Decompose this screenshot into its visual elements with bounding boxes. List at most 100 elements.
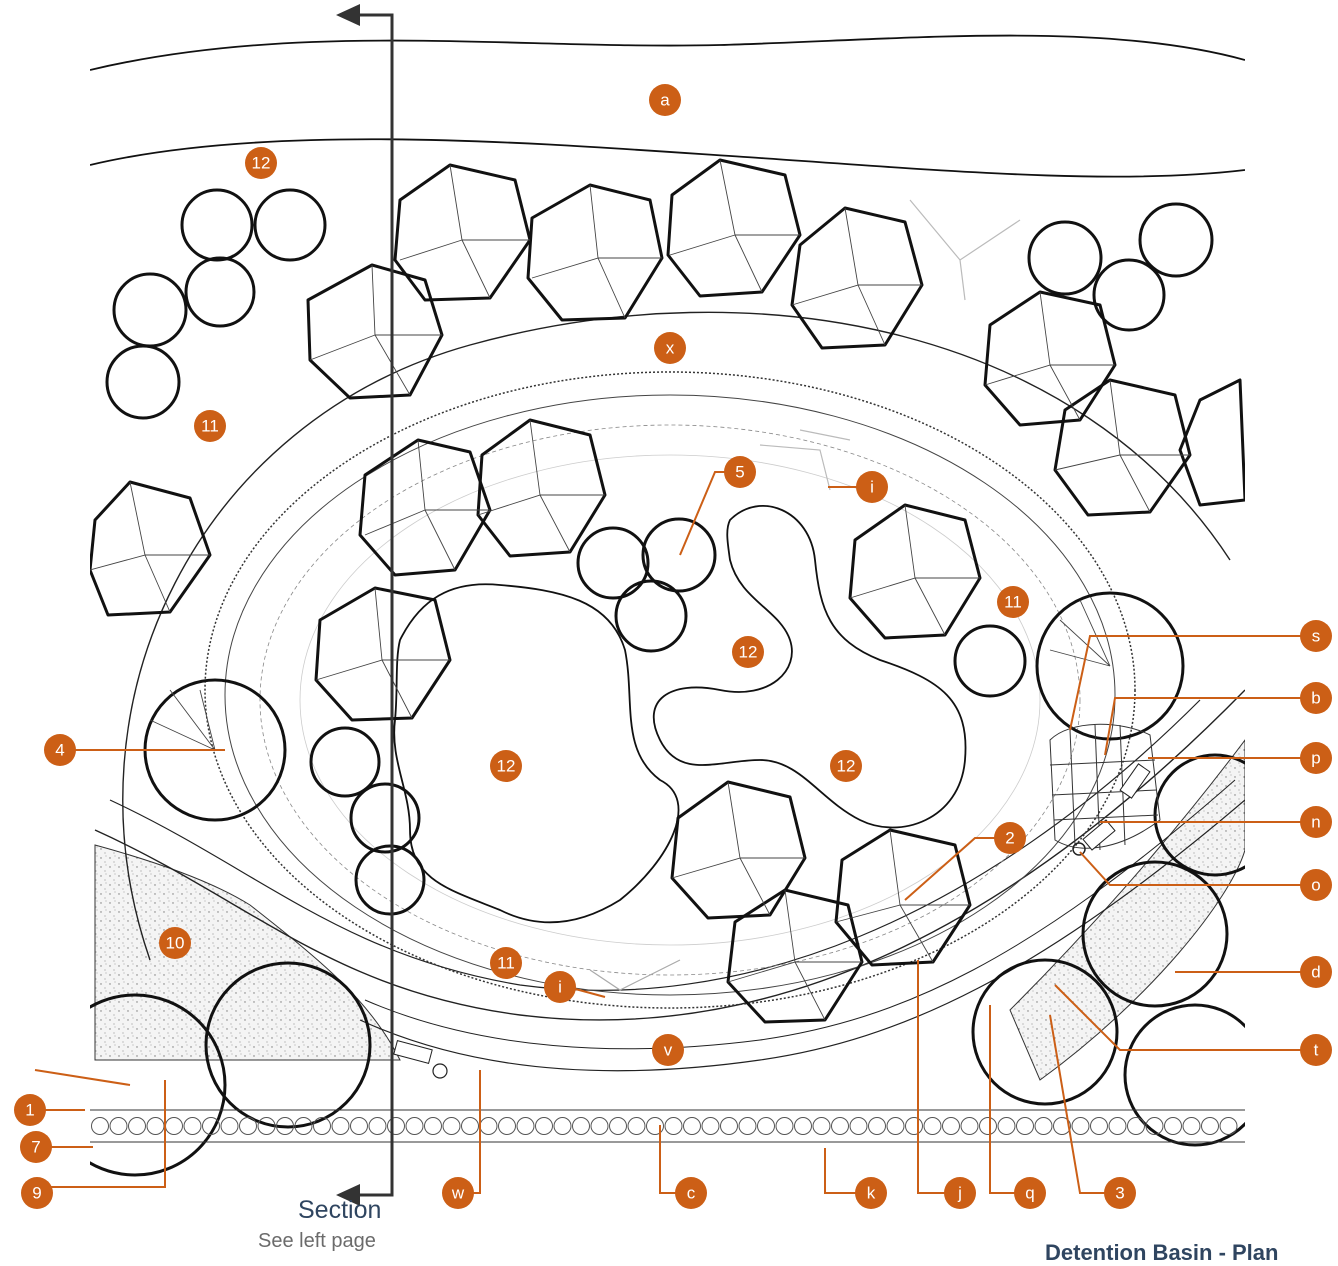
- bollard: [202, 1117, 220, 1135]
- small-tree: [1138, 202, 1214, 278]
- bollard: [923, 1117, 942, 1135]
- polygon-tree: [358, 438, 492, 577]
- bollard: [368, 1117, 387, 1135]
- bollard: [294, 1117, 313, 1135]
- bollard: [128, 1117, 146, 1135]
- bollard: [331, 1117, 350, 1135]
- polygon-tree: [790, 206, 924, 350]
- small-tree: [576, 526, 650, 600]
- callout-7-label: 7: [31, 1138, 40, 1157]
- bollard: [738, 1117, 757, 1135]
- callout-3-label: 3: [1115, 1184, 1124, 1203]
- polygon-tree: [306, 263, 444, 400]
- bollard: [1145, 1117, 1164, 1135]
- callout-markers: [14, 84, 1332, 1209]
- polygon-tree-group: [90, 158, 1245, 1024]
- bioretention-blob-right: [653, 505, 967, 829]
- callout-s: [1300, 620, 1332, 652]
- creek-top-edge: [90, 34, 1245, 71]
- polygon-tree: [393, 163, 532, 302]
- polygon-tree: [834, 828, 972, 967]
- callout-i-top: [856, 471, 888, 503]
- bench: [393, 1039, 433, 1065]
- bollard: [942, 1117, 960, 1135]
- callout-d-label: d: [1311, 963, 1320, 982]
- callout-a: [649, 84, 681, 116]
- bollard: [183, 1117, 202, 1135]
- bollard: [886, 1117, 905, 1135]
- section-title: Section: [298, 1196, 382, 1224]
- bollard: [91, 1117, 109, 1135]
- canopy-tree: [1081, 860, 1229, 1008]
- bollard: [1201, 1117, 1219, 1135]
- bollard: [1034, 1117, 1053, 1135]
- callout-12-top: [245, 147, 277, 179]
- bollard: [553, 1117, 572, 1135]
- callout-o-label: o: [1311, 876, 1320, 895]
- bollard-row: [90, 1109, 1245, 1143]
- callout-q: [1014, 1177, 1046, 1209]
- lower-walk-outer: [94, 689, 1245, 1021]
- callout-10-label: 10: [166, 934, 185, 953]
- callout-p: [1300, 742, 1332, 774]
- bollard: [979, 1117, 997, 1135]
- bollard: [424, 1117, 442, 1135]
- callout-a-label: a: [660, 91, 670, 110]
- callout-12-center: [732, 636, 764, 668]
- callout-d: [1300, 956, 1332, 988]
- callout-4: [44, 734, 76, 766]
- small-tree: [112, 272, 188, 348]
- bollard: [405, 1117, 424, 1135]
- callout-7: [20, 1131, 52, 1163]
- bollard: [516, 1117, 535, 1135]
- polygon-tree: [476, 418, 607, 558]
- bollard: [1108, 1117, 1127, 1135]
- callout-k: [855, 1177, 887, 1209]
- section-arrow-top: [336, 4, 360, 26]
- outer-path-arc: [122, 311, 1231, 961]
- callout-k-label: k: [867, 1184, 876, 1203]
- swale-channel-upper-right: [909, 199, 1021, 301]
- callout-11-left-label: 11: [201, 417, 219, 436]
- callout-i-bottom-label: i: [558, 978, 562, 997]
- polygon-tree: [90, 480, 212, 617]
- bollard: [498, 1117, 516, 1135]
- callout-11-right: [997, 586, 1029, 618]
- bollard: [146, 1117, 165, 1135]
- bollard: [831, 1117, 849, 1135]
- bin: [432, 1063, 448, 1079]
- polygon-tree: [314, 586, 452, 722]
- small-tree: [953, 624, 1027, 698]
- bollard: [461, 1117, 479, 1135]
- section-note: See left page: [258, 1230, 376, 1252]
- bollard: [1071, 1117, 1090, 1135]
- callout-c-label: c: [687, 1184, 696, 1203]
- callout-n: [1300, 806, 1332, 838]
- callout-v-label: v: [664, 1041, 673, 1060]
- small-tree: [641, 517, 717, 593]
- callout-11-bottom: [490, 947, 522, 979]
- callout-j-label: j: [957, 1184, 962, 1203]
- bollard: [572, 1117, 590, 1135]
- polygon-tree: [670, 780, 807, 920]
- callout-j: [944, 1177, 976, 1209]
- section-cut-line: [345, 13, 394, 1197]
- promenade-outer: [359, 799, 1245, 1072]
- callout-i-bottom: [544, 971, 576, 1003]
- callout-w-label: w: [451, 1184, 465, 1203]
- polygon-tree: [526, 183, 664, 322]
- callout-w: [442, 1177, 474, 1209]
- callout-11-bottom-label: 11: [497, 954, 515, 973]
- bollard: [1090, 1117, 1108, 1135]
- callout-x-label: x: [666, 339, 675, 358]
- bollard: [387, 1117, 405, 1135]
- bollard: [442, 1117, 461, 1135]
- callout-9: [21, 1177, 53, 1209]
- small-tree: [309, 726, 381, 798]
- paved-area-left: [94, 844, 401, 1061]
- bollard: [1182, 1117, 1201, 1135]
- callout-2-label: 2: [1005, 829, 1014, 848]
- bollard: [849, 1117, 868, 1135]
- callout-11-right-label: 11: [1004, 593, 1022, 612]
- bollard: [257, 1117, 276, 1135]
